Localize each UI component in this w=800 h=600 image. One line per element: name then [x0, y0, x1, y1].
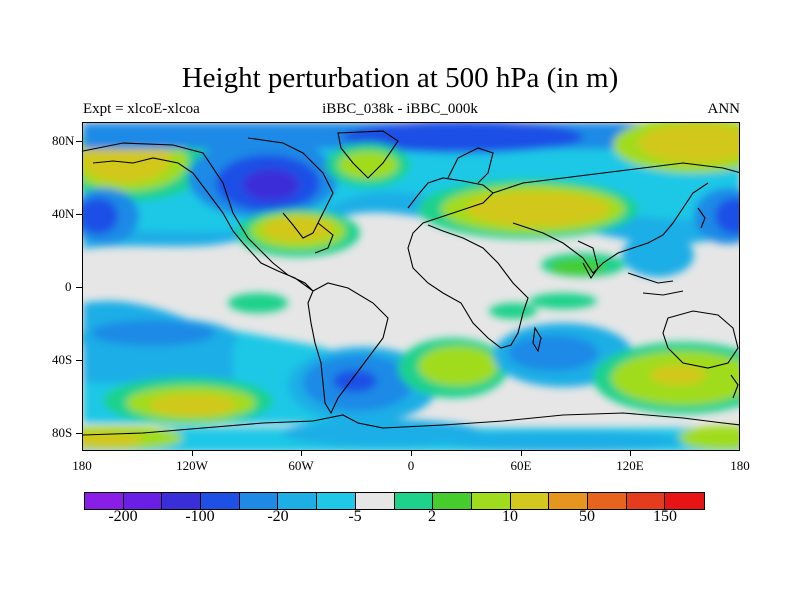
lon-label-120e: 120E	[616, 458, 644, 473]
colorbar-swatch	[278, 493, 318, 509]
colorbar-swatch	[433, 493, 472, 509]
lat-label-40s: 40S	[52, 352, 73, 367]
lat-label-80n: 80N	[52, 133, 75, 148]
colorbar-swatch	[123, 493, 163, 509]
colorbar-swatch	[665, 493, 704, 509]
height-perturbation-field	[83, 123, 739, 450]
colorbar-swatch	[587, 493, 627, 509]
colorbar-swatch	[510, 493, 550, 509]
plot-title: Height perturbation at 500 hPa (in m)	[181, 62, 619, 94]
colorbar-label: 50	[579, 508, 595, 525]
experiment-label: Expt = xlcoE-xlcoa	[83, 101, 200, 117]
colorbar-swatch	[471, 493, 511, 509]
colorbar	[84, 492, 705, 510]
colorbar-swatch	[549, 493, 588, 509]
season-label: ANN	[707, 101, 741, 117]
lon-label-120w: 120W	[176, 458, 208, 473]
colorbar-swatch	[239, 493, 279, 509]
map-panel	[82, 122, 740, 451]
colorbar-label: 150	[653, 508, 677, 525]
lat-label-80s: 80S	[52, 425, 73, 440]
colorbar-swatch	[626, 493, 666, 509]
lon-label-0: 0	[407, 458, 415, 473]
colorbar-label: -5	[348, 508, 362, 525]
lat-label-0: 0	[65, 279, 72, 294]
lon-label-180w: 180	[72, 458, 92, 473]
colorbar-swatch	[394, 493, 434, 509]
colorbar-label: 10	[502, 508, 518, 525]
lon-label-60w: 60W	[288, 458, 314, 473]
lon-label-60e: 60E	[510, 458, 532, 473]
lat-label-40n: 40N	[52, 206, 75, 221]
colorbar-label: -100	[185, 508, 215, 525]
colorbar-swatch	[85, 493, 124, 509]
colorbar-swatch	[355, 493, 395, 509]
comparison-label: iBBC_038k - iBBC_000k	[322, 101, 478, 117]
colorbar-label: 2	[428, 508, 436, 525]
colorbar-label: -20	[267, 508, 289, 525]
lon-label-180e: 180	[730, 458, 750, 473]
colorbar-label: -200	[108, 508, 138, 525]
colorbar-swatch	[162, 493, 202, 509]
colorbar-swatch	[201, 493, 240, 509]
colorbar-swatch	[317, 493, 356, 509]
